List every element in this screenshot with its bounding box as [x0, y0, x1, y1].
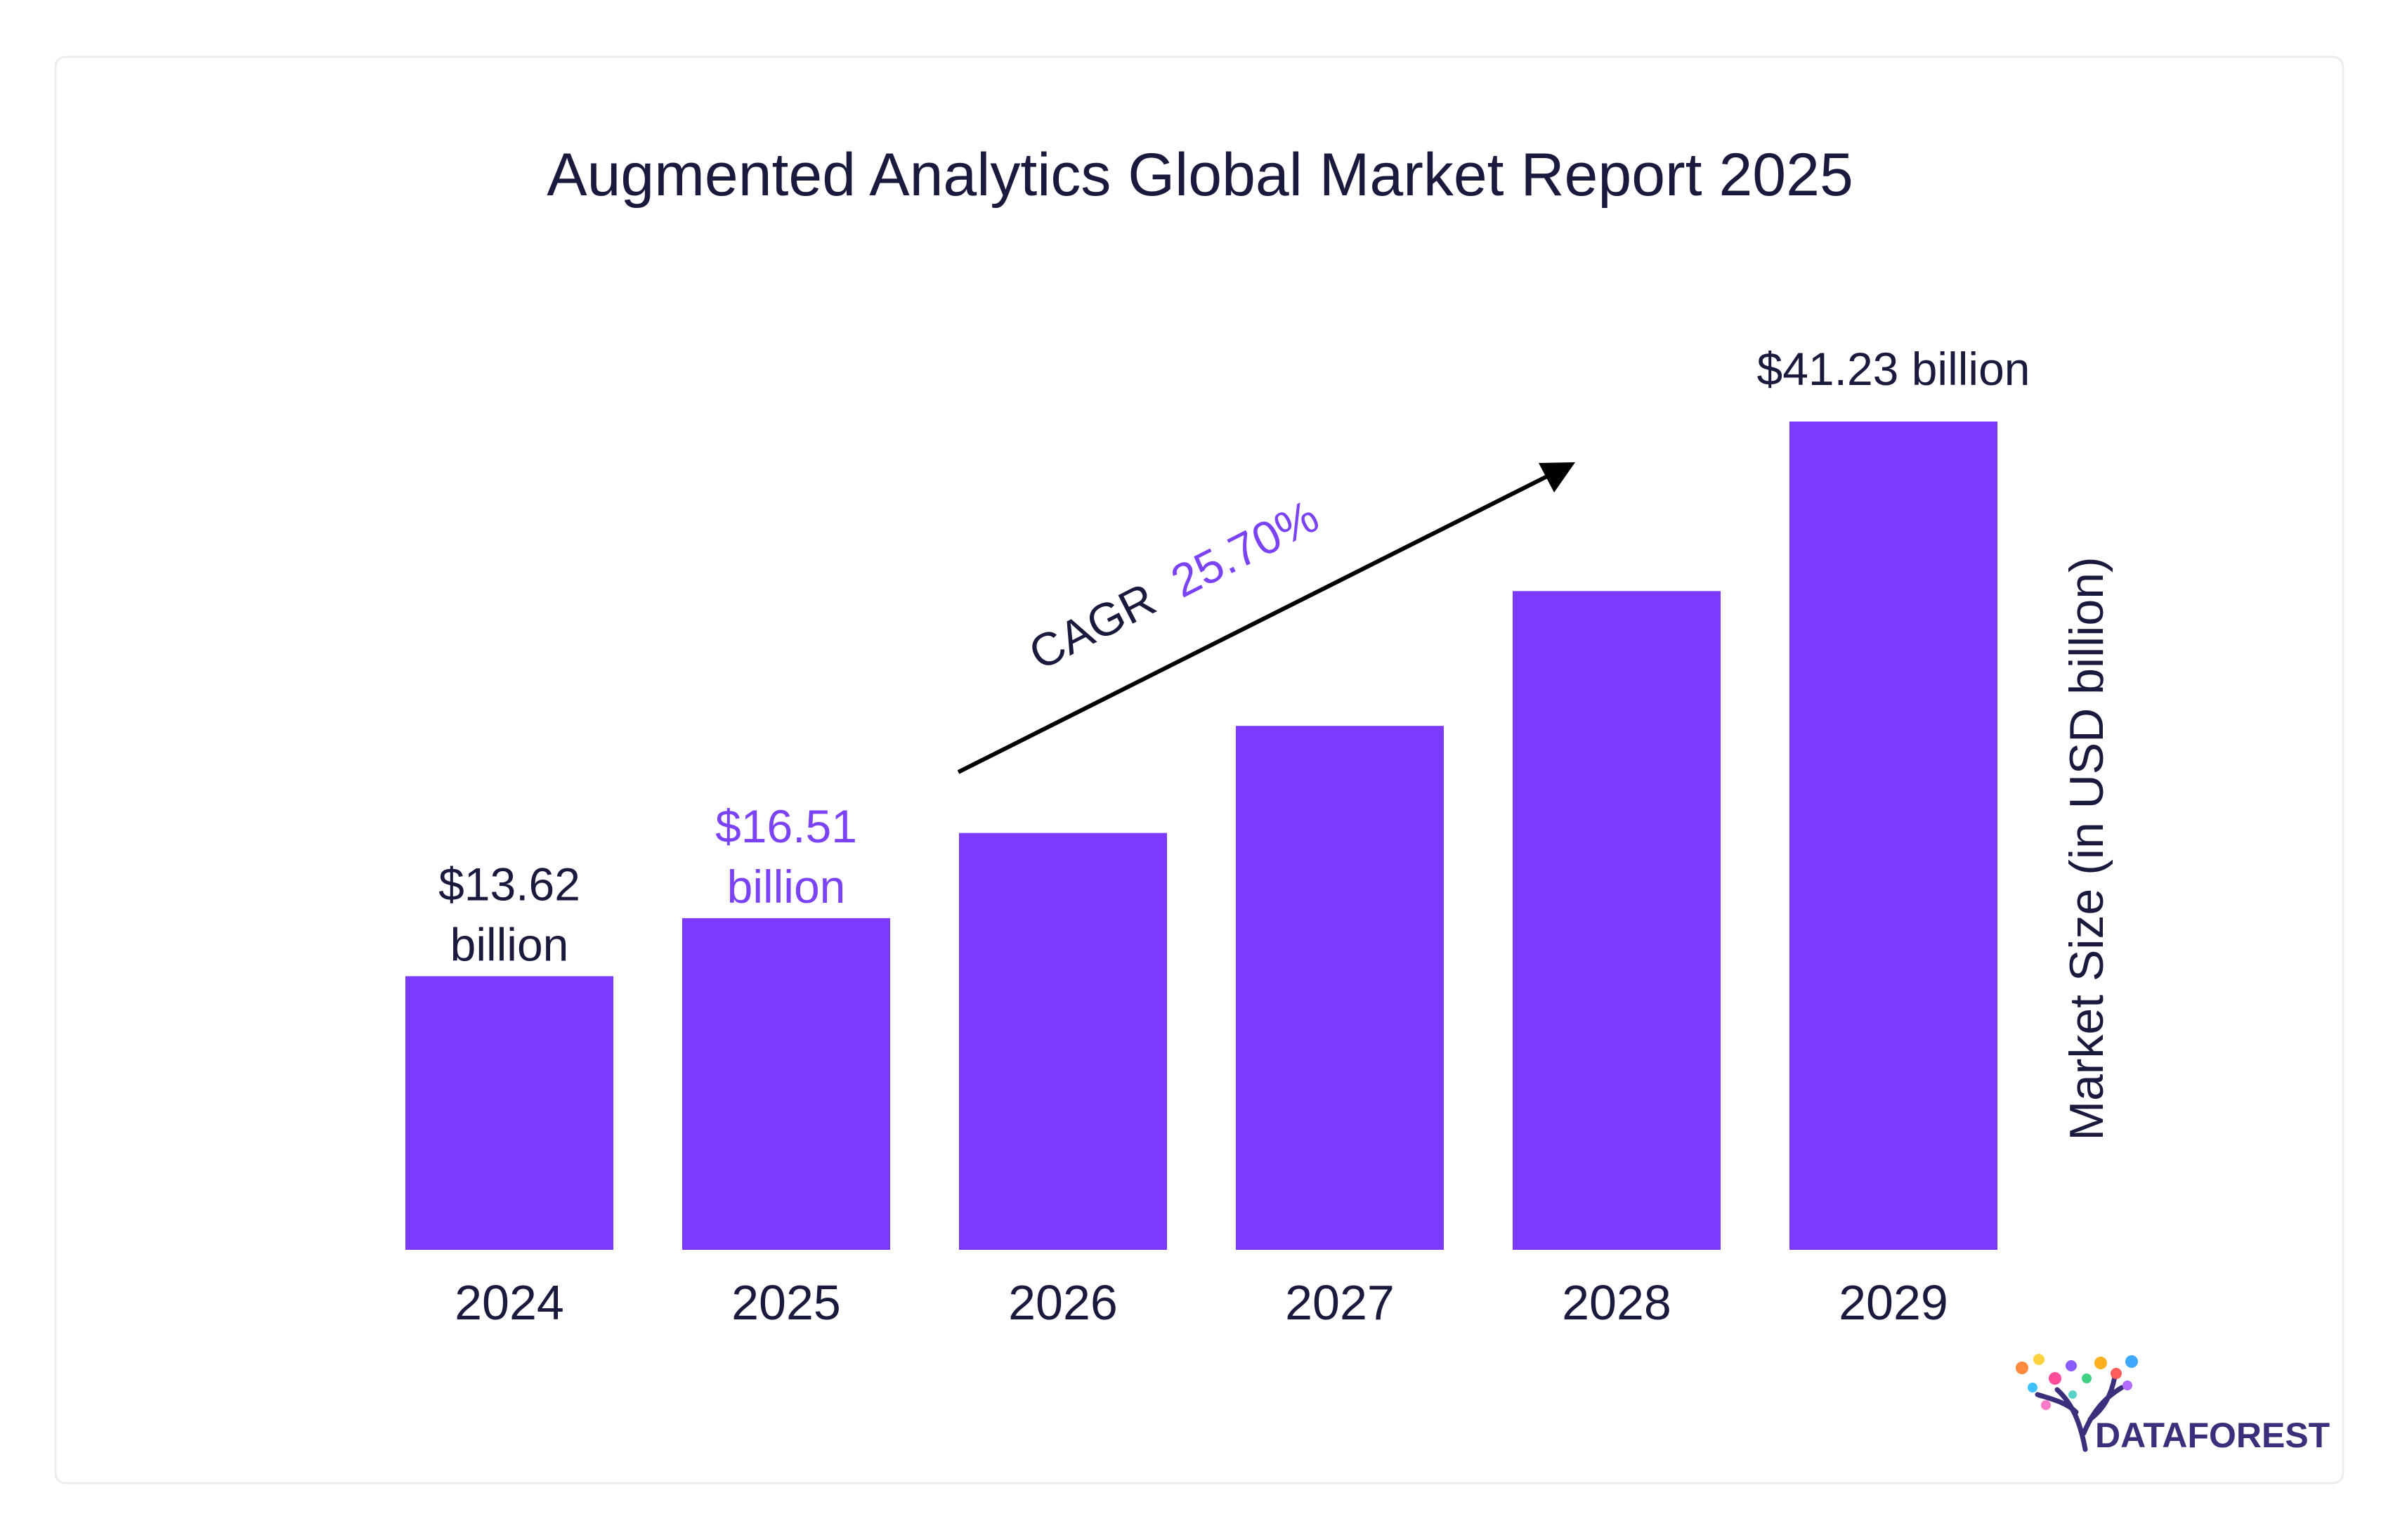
bar-2029: [1789, 422, 1997, 1250]
tree-icon: [2016, 1354, 2138, 1452]
x-tick-label-2024: 2024: [455, 1275, 564, 1330]
bar-2025: [682, 918, 890, 1250]
bar-2024: [405, 976, 613, 1250]
x-tick-label-2029: 2029: [1839, 1275, 1948, 1330]
data-label-2029: $41.23 billion: [1757, 343, 2030, 395]
bar-2028: [1513, 591, 1721, 1250]
x-tick-label-2027: 2027: [1285, 1275, 1395, 1330]
data-label-unit: billion: [450, 919, 569, 971]
y-axis-label: Market Size (in USD billion): [2060, 556, 2113, 1140]
chart-title: Augmented Analytics Global Market Report…: [547, 141, 1853, 209]
cagr-arrow: [957, 462, 1575, 774]
x-tick-label-2028: 2028: [1562, 1275, 1671, 1330]
x-tick-label-2025: 2025: [731, 1275, 841, 1330]
data-label-value: $13.62: [438, 859, 580, 911]
card-frame: [54, 56, 2344, 1484]
x-tick-label-2026: 2026: [1008, 1275, 1118, 1330]
bars: [405, 422, 1997, 1250]
data-label-2024: $13.62 billion: [438, 859, 580, 971]
bar-2027: [1236, 726, 1444, 1250]
data-label-2025: $16.51 billion: [715, 800, 857, 913]
data-label-unit: billion: [727, 861, 846, 913]
bar-2026: [959, 833, 1167, 1250]
dataforest-logo: DATAFOREST: [2016, 1354, 2330, 1455]
data-label-value: $41.23 billion: [1757, 343, 2030, 395]
logo-text: DATAFOREST: [2095, 1416, 2330, 1455]
data-label-value: $16.51: [715, 800, 857, 852]
x-tick-labels: 2024 2025 2026 2027 2028 2029: [455, 1275, 1948, 1330]
